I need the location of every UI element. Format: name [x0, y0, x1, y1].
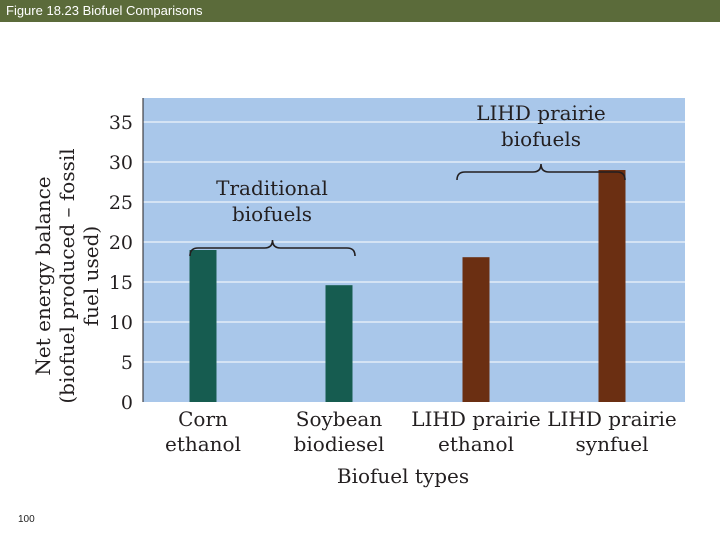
y-tick-label: 5: [121, 352, 133, 374]
x-tick-label: ethanol: [438, 432, 514, 456]
x-tick-label: Soybean: [296, 407, 383, 431]
x-tick-label: ethanol: [165, 432, 241, 456]
y-tick-label: 10: [109, 312, 133, 334]
y-axis-label-line: Net energy balance: [31, 176, 55, 375]
slide-title: Figure 18.23 Biofuel Comparisons: [6, 3, 203, 18]
annotation-label: biofuels: [501, 127, 581, 151]
y-tick-label: 0: [121, 392, 133, 414]
bar: [462, 257, 490, 402]
annotation-label: biofuels: [232, 202, 312, 226]
annotation-label: Traditional: [216, 176, 328, 200]
x-tick-label: synfuel: [576, 432, 649, 456]
bracket: [456, 163, 626, 181]
y-tick-label: 35: [109, 112, 133, 134]
page-number: 100: [18, 514, 35, 525]
plot-background: [143, 98, 685, 402]
x-axis-label: Biofuel types: [337, 464, 469, 488]
y-axis-label: Net energy balance (biofuel produced – fo…: [31, 148, 103, 403]
gridlines: [143, 121, 685, 363]
bar: [598, 170, 626, 402]
annotation-label: LIHD prairie: [476, 101, 606, 125]
bar: [325, 285, 353, 402]
x-tick-label: LIHD prairie: [547, 407, 677, 431]
y-tick-label: 20: [109, 232, 133, 254]
title-bar: Figure 18.23 Biofuel Comparisons: [0, 0, 720, 22]
y-tick-label: 25: [109, 192, 133, 214]
x-tick-label: biodiesel: [294, 432, 385, 456]
bar: [189, 250, 217, 402]
y-tick-label: 30: [109, 152, 133, 174]
bracket: [189, 239, 356, 257]
y-axis-label-line: (biofuel produced – fossil: [55, 148, 79, 403]
x-tick-label: LIHD prairie: [411, 407, 541, 431]
y-axis-label-line: fuel used): [79, 226, 103, 326]
x-tick-label: Corn: [178, 407, 228, 431]
y-tick-label: 15: [109, 272, 133, 294]
bars: [189, 170, 626, 402]
y-tick-labels: 0 5 10 15 20 25 30 35: [109, 112, 133, 414]
